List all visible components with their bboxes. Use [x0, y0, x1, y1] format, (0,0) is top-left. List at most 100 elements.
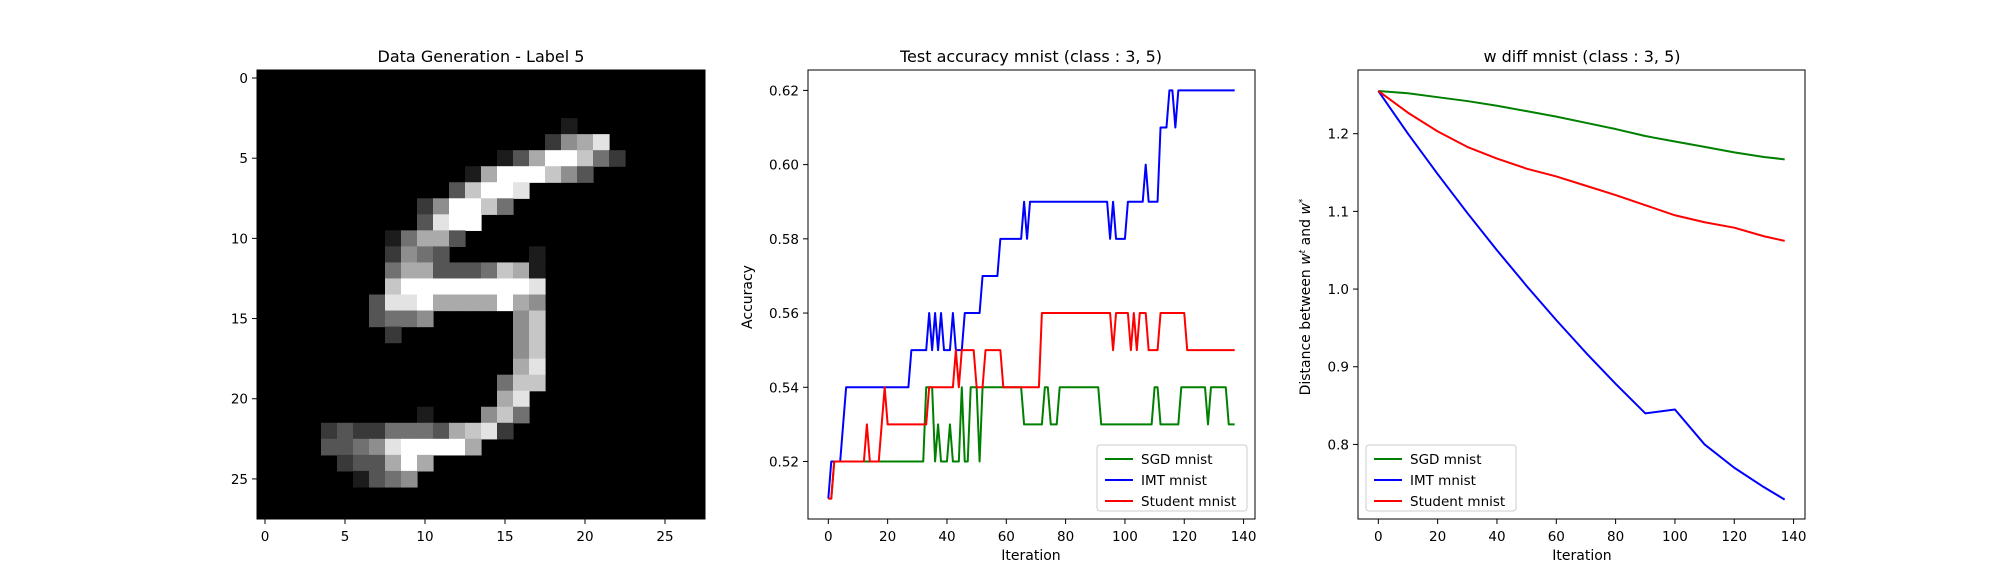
pixel-cell — [449, 230, 466, 247]
pixel-cell — [417, 422, 434, 440]
pixel-cell — [513, 342, 530, 360]
y-tick-label: 0.9 — [1328, 360, 1349, 376]
pixel-cell — [385, 262, 402, 280]
pixel-cell — [449, 182, 466, 199]
pixel-cell — [529, 166, 546, 183]
y-tick-label: 0.52 — [769, 454, 799, 470]
x-tick-label: 5 — [341, 529, 350, 545]
x-tick-label: 20 — [576, 529, 593, 545]
x-tick-label: 120 — [1171, 529, 1197, 545]
pixel-cell — [417, 406, 434, 424]
pixel-cell — [561, 134, 578, 151]
pixel-cell — [417, 262, 434, 280]
x-tick-label: 40 — [938, 529, 955, 545]
pixel-cell — [321, 438, 338, 456]
pixel-cell — [449, 294, 466, 312]
x-tick-label: 60 — [1548, 529, 1565, 545]
pixel-cell — [337, 454, 354, 472]
pixel-cell — [353, 422, 370, 440]
pixel-cell — [481, 182, 498, 199]
pixel-cell — [513, 374, 530, 392]
pixel-cell — [513, 390, 530, 408]
chart-1-title: Data Generation - Label 5 — [378, 47, 585, 66]
pixel-cell — [401, 438, 418, 456]
pixel-cell — [513, 278, 530, 296]
pixel-cell — [385, 294, 402, 312]
x-tick-label: 20 — [879, 529, 896, 545]
pixel-cell — [337, 438, 354, 456]
pixel-cell — [401, 454, 418, 472]
x-tick-label: 120 — [1721, 529, 1747, 545]
y-tick-label: 0 — [239, 71, 248, 87]
series-line-student-mnist — [828, 312, 1235, 500]
pixel-cell — [609, 150, 626, 167]
pixel-cell — [513, 182, 530, 199]
pixel-cell — [545, 134, 562, 151]
series-line-student-mnist — [1377, 90, 1785, 242]
legend-label: Student mnist — [1410, 494, 1505, 510]
pixel-cell — [577, 166, 594, 183]
pixel-cell — [481, 294, 498, 312]
pixel-cell — [465, 294, 482, 312]
series-line-sgd-mnist — [1378, 89, 1785, 161]
pixel-cell — [593, 150, 610, 167]
chart-3-title: w diff mnist (class : 3, 5) — [1483, 47, 1680, 66]
pixel-cell — [513, 262, 530, 280]
legend-box — [1096, 444, 1248, 512]
pixel-cell — [513, 150, 530, 167]
pixel-cell — [529, 310, 546, 328]
pixel-cell — [529, 246, 546, 264]
pixel-cell — [513, 294, 530, 312]
y-tick-label: 20 — [231, 392, 248, 408]
pixel-cell — [417, 438, 434, 456]
pixel-cell — [561, 166, 578, 183]
pixel-cell — [481, 198, 498, 215]
pixel-cell — [465, 166, 482, 183]
pixel-cell — [561, 150, 578, 167]
pixel-cell — [449, 422, 466, 440]
pixel-cell — [433, 262, 450, 280]
x-tick-label: 140 — [1231, 529, 1257, 545]
pixel-cell — [369, 454, 386, 472]
legend-label: IMT mnist — [1141, 473, 1207, 489]
pixel-cell — [497, 390, 514, 408]
pixel-cell — [385, 310, 402, 328]
pixel-cell — [417, 246, 434, 264]
plot-frame — [1357, 69, 1806, 520]
pixel-cell — [353, 470, 370, 488]
pixel-cell — [481, 262, 498, 280]
pixel-cell — [545, 150, 562, 167]
pixel-cell — [529, 262, 546, 280]
image-frame — [256, 69, 706, 520]
y-tick-label: 1.1 — [1328, 204, 1349, 220]
y-tick-label: 25 — [231, 472, 248, 488]
pixel-cell — [433, 278, 450, 296]
chart-2-title: Test accuracy mnist (class : 3, 5) — [899, 47, 1162, 66]
pixel-cell — [513, 326, 530, 344]
pixel-cell — [561, 118, 578, 135]
series-line-imt-mnist — [1377, 90, 1786, 501]
pixel-cell — [481, 278, 498, 296]
pixel-cell — [529, 294, 546, 312]
pixel-cell — [465, 422, 482, 440]
pixel-cell — [465, 438, 482, 456]
pixel-cell — [401, 230, 418, 247]
x-tick-label: 100 — [1662, 529, 1688, 545]
pixel-cell — [321, 422, 338, 440]
pixel-cell — [369, 438, 386, 456]
pixel-cell — [417, 230, 434, 247]
y-tick-label: 10 — [231, 231, 248, 247]
y-tick-label: 0.60 — [769, 158, 799, 174]
pixel-cell — [593, 134, 610, 151]
pixel-cell — [481, 166, 498, 183]
x-tick-label: 0 — [824, 529, 833, 545]
pixel-cell — [449, 214, 466, 231]
x-tick-label: 15 — [496, 529, 513, 545]
pixel-cell — [465, 278, 482, 296]
chart-3-x-axis-label: Iteration — [1552, 548, 1611, 564]
pixel-cell — [497, 406, 514, 424]
pixel-cell — [497, 150, 514, 167]
pixel-cell — [577, 134, 594, 151]
pixel-cell — [401, 470, 418, 488]
pixel-cell — [529, 358, 546, 376]
